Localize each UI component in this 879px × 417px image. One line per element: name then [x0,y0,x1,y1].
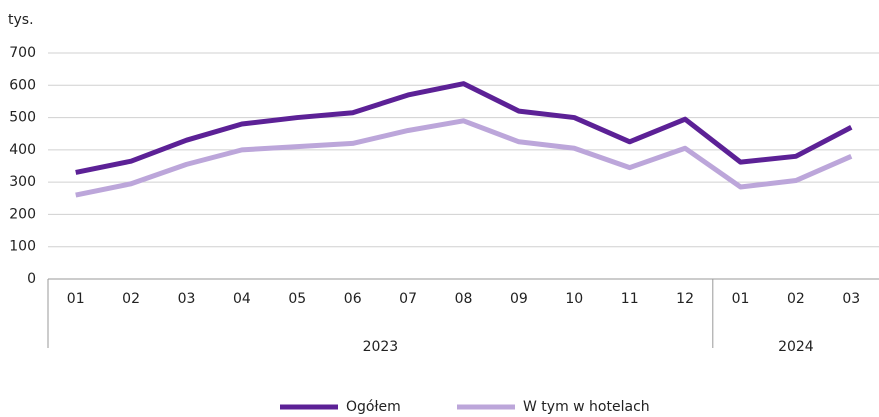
x-tick-label: 07 [399,291,417,307]
line-series [75,118,853,198]
group-label: 2023 [363,339,399,355]
y-unit: tys. [8,12,34,28]
y-tick-label: 700 [9,45,36,61]
x-tick-label: 12 [676,291,694,307]
y-tick-label: 600 [9,77,36,93]
x-tick-label: 04 [233,291,251,307]
y-tick-label: 300 [9,174,36,190]
x-tick-label: 03 [842,291,860,307]
legend-label: W tym w hotelach [523,399,650,415]
x-tick-label: 08 [455,291,473,307]
legend-label: Ogółem [346,399,401,415]
x-tick-label: 11 [621,291,639,307]
y-tick-label: 200 [9,206,36,222]
x-tick-label: 02 [122,291,140,307]
y-tick-label: 500 [9,110,36,126]
y-tick-label: 100 [9,239,36,255]
group-label: 2024 [778,339,814,355]
line-series [75,81,853,175]
x-tick-label: 06 [344,291,362,307]
x-tick-label: 01 [67,291,85,307]
x-tick-label: 03 [178,291,196,307]
y-tick-label: 0 [27,271,36,287]
x-tick-label: 01 [732,291,750,307]
x-tick-label: 10 [565,291,583,307]
x-tick-label: 02 [787,291,805,307]
y-tick-label: 400 [9,142,36,158]
x-tick-label: 05 [288,291,306,307]
x-tick-label: 09 [510,291,528,307]
